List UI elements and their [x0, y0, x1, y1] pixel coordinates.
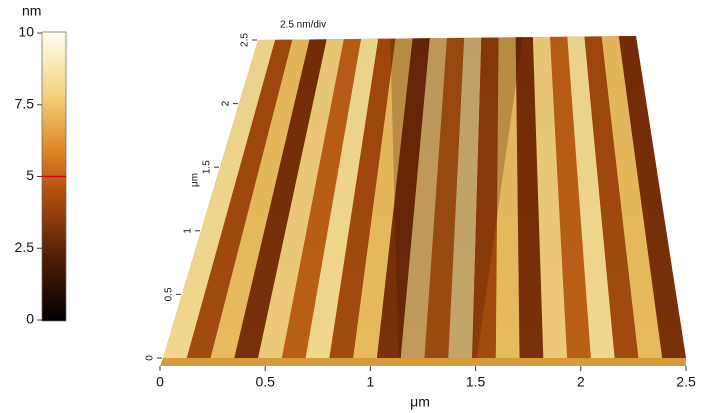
surface-stripe: [305, 38, 379, 359]
z-scale: 2.5 nm/div: [280, 20, 326, 31]
surface-stripe: [515, 37, 544, 358]
surface-stripe: [329, 38, 396, 358]
surface-stripe: [424, 37, 465, 359]
y-tick-label: 2.5: [240, 33, 251, 47]
x-tick-label: 0: [156, 374, 164, 390]
colorbar-label: nm: [22, 3, 41, 19]
surface-stripe: [618, 36, 686, 358]
x-tick-label: 2: [577, 374, 585, 390]
y-tick-label: 2: [221, 100, 232, 106]
x-tick-label: 0.5: [255, 374, 275, 390]
surface-stripe: [210, 39, 310, 359]
surface-shade: [390, 37, 523, 358]
surface-stripe: [472, 37, 499, 359]
y-tick-label: 0: [145, 355, 156, 361]
surface-stripe: [234, 39, 327, 358]
x-axis-label: μm: [410, 394, 430, 410]
surface-stripe: [163, 39, 276, 359]
colorbar-tick-label: 5: [26, 167, 34, 183]
y-tick-label: 0.5: [164, 287, 175, 301]
surface-stripe: [584, 36, 639, 358]
surface-stripe: [495, 37, 520, 358]
surface-stripe: [353, 38, 413, 358]
x-tick-label: 1: [367, 374, 375, 390]
colorbar-tick-label: 7.5: [15, 95, 35, 111]
y-tick-label: 1.5: [202, 160, 213, 174]
surface-stripe: [601, 36, 663, 358]
surface-stripe: [567, 36, 615, 358]
surface-stripe: [532, 36, 568, 359]
x-tick-label: 2.5: [676, 374, 696, 390]
colorbar-tick-label: 0: [26, 311, 34, 327]
surface-stripe: [550, 36, 591, 359]
surface: [160, 36, 686, 366]
surface-stripe: [400, 38, 447, 358]
surface-stripe: [376, 38, 430, 358]
surface-stripe: [448, 37, 482, 359]
surface-stripe: [258, 39, 344, 358]
y-axis-label: μm: [190, 173, 201, 187]
surface-front: [160, 358, 686, 366]
colorbar-tick-label: 10: [18, 24, 34, 40]
surface-stripe: [186, 39, 293, 359]
colorbar-tick-label: 2.5: [15, 239, 35, 255]
x-tick-label: 1.5: [466, 374, 486, 390]
y-tick-label: 1: [183, 228, 194, 234]
surface-stripe: [281, 38, 362, 359]
